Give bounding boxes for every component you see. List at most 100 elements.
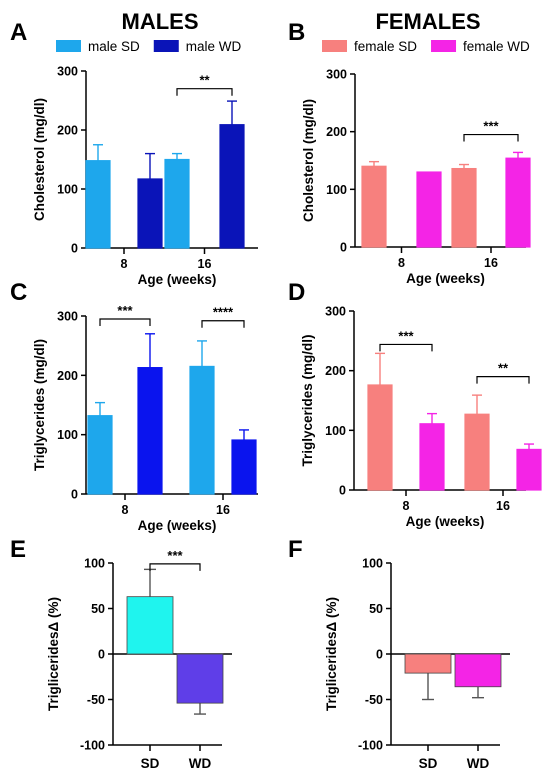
p5-y-tick-label: -100 bbox=[358, 739, 383, 753]
p0-y-axis-label: Cholesterol (mg/dl) bbox=[32, 98, 47, 221]
p2-y-axis-label: Triglycerides (mg/dl) bbox=[32, 339, 47, 471]
p0-sig-0-label: ** bbox=[199, 73, 210, 88]
p3-bar-0-0 bbox=[367, 384, 393, 491]
p0-x-tick-label: 8 bbox=[121, 257, 128, 271]
legend-a: male SD male WD bbox=[56, 39, 242, 54]
p1-bar-0-0 bbox=[361, 165, 387, 248]
panel-c-letter: C bbox=[10, 279, 27, 306]
p5-x-tick-label: WD bbox=[467, 756, 490, 771]
p4-y-axis-label: TrigliceridesΔ (%) bbox=[46, 597, 61, 711]
p1-bar-1-1 bbox=[505, 157, 531, 248]
p4-sig-0-label: *** bbox=[167, 548, 183, 563]
p0-y-tick-label: 100 bbox=[57, 183, 78, 197]
p1-sig-0-label: *** bbox=[483, 119, 499, 134]
legend-label-1-1: female WD bbox=[463, 39, 530, 54]
p3-y-tick-label: 100 bbox=[325, 424, 346, 438]
p2-x-tick-label: 8 bbox=[122, 503, 129, 517]
p2-y-tick-label: 100 bbox=[57, 428, 78, 442]
p1-bar-0-1 bbox=[451, 167, 477, 248]
legend-label-1-0: female SD bbox=[354, 39, 417, 54]
p1-y-tick-label: 0 bbox=[340, 241, 347, 255]
legend-label-0-1: male WD bbox=[186, 39, 242, 54]
p1-bar-1-0 bbox=[416, 171, 442, 248]
p0-bar-1-1 bbox=[219, 124, 245, 249]
panel-b-letter: B bbox=[288, 19, 305, 46]
p4-bar-0 bbox=[126, 596, 174, 655]
p3-x-axis-label: Age (weeks) bbox=[406, 514, 485, 529]
p1-sig-0-bracket bbox=[463, 133, 519, 142]
p1-y-axis-label: Cholesterol (mg/dl) bbox=[301, 99, 316, 222]
p3-bar-0-1 bbox=[464, 413, 490, 491]
p1-x-axis-label: Age (weeks) bbox=[406, 271, 485, 286]
p4-bar-1 bbox=[176, 653, 224, 704]
p5-y-tick-label: 0 bbox=[376, 648, 383, 662]
p2-x-tick-label: 16 bbox=[216, 503, 230, 517]
p4-x-tick-label: WD bbox=[189, 756, 212, 771]
p2-sig-0-label: *** bbox=[117, 303, 133, 318]
p5-y-tick-label: -50 bbox=[365, 693, 383, 707]
p3-bar-1-0 bbox=[419, 423, 445, 491]
p1-y-tick-label: 200 bbox=[326, 125, 347, 139]
p1-y-tick-label: 300 bbox=[326, 68, 347, 82]
p2-bar-1-1 bbox=[231, 439, 257, 495]
p2-x-axis-label: Age (weeks) bbox=[138, 518, 217, 533]
p2-sig-1-label: **** bbox=[213, 305, 234, 320]
p3-y-tick-label: 0 bbox=[339, 484, 346, 498]
p3-y-tick-label: 200 bbox=[325, 364, 346, 378]
p2-y-tick-label: 200 bbox=[57, 369, 78, 383]
females-heading: FEMALES bbox=[375, 9, 480, 34]
p2-sig-1-bracket bbox=[201, 320, 245, 328]
p4-y-tick-label: -100 bbox=[80, 739, 105, 753]
legend-swatch-0-1 bbox=[153, 40, 179, 52]
panel-a-letter: A bbox=[10, 19, 27, 46]
p0-x-axis-label: Age (weeks) bbox=[138, 272, 217, 287]
p0-y-tick-label: 300 bbox=[57, 65, 78, 79]
p2-y-tick-label: 300 bbox=[57, 310, 78, 324]
p1-y-tick-label: 100 bbox=[326, 183, 347, 197]
panel-d-letter: D bbox=[288, 279, 305, 306]
legend-label-0-0: male SD bbox=[88, 39, 140, 54]
p3-y-tick-label: 300 bbox=[325, 305, 346, 319]
p0-x-tick-label: 16 bbox=[198, 257, 212, 271]
p0-sig-0-bracket bbox=[176, 88, 233, 96]
p3-sig-0-label: *** bbox=[398, 328, 414, 343]
p4-y-tick-label: -50 bbox=[87, 693, 105, 707]
panel-e-letter: E bbox=[10, 536, 26, 563]
p3-x-tick-label: 8 bbox=[403, 499, 410, 513]
legend-b: female SD female WD bbox=[322, 39, 530, 54]
males-heading: MALES bbox=[122, 9, 199, 34]
legend-swatch-0-0 bbox=[56, 40, 81, 52]
p2-bar-1-0 bbox=[137, 367, 163, 495]
p2-y-tick-label: 0 bbox=[71, 488, 78, 502]
p3-bar-1-1 bbox=[516, 448, 542, 491]
p5-bar-1 bbox=[454, 653, 502, 688]
p4-y-tick-label: 100 bbox=[84, 557, 105, 571]
panel-f-letter: F bbox=[288, 536, 303, 563]
p5-y-axis-label: TrigliceridesΔ (%) bbox=[324, 597, 339, 711]
p0-bar-0-0 bbox=[85, 160, 111, 249]
p3-x-tick-label: 16 bbox=[496, 499, 510, 513]
p3-sig-1-bracket bbox=[476, 376, 530, 384]
p4-y-tick-label: 50 bbox=[91, 602, 105, 616]
p1-x-tick-label: 8 bbox=[398, 256, 405, 270]
p2-bar-0-1 bbox=[189, 365, 215, 495]
p1-x-tick-label: 16 bbox=[484, 256, 498, 270]
p5-y-tick-label: 100 bbox=[362, 557, 383, 571]
p3-sig-1-label: ** bbox=[498, 361, 509, 376]
p0-y-tick-label: 200 bbox=[57, 124, 78, 138]
p4-sig-0-bracket bbox=[149, 563, 201, 571]
p0-bar-1-0 bbox=[137, 178, 163, 249]
p3-sig-0-bracket bbox=[379, 343, 433, 352]
p2-sig-0-bracket bbox=[99, 318, 151, 326]
legend-swatch-1-1 bbox=[431, 40, 457, 52]
p5-y-tick-label: 50 bbox=[369, 602, 383, 616]
p3-y-axis-label: Triglycerides (mg/dl) bbox=[300, 334, 315, 466]
p5-x-tick-label: SD bbox=[419, 756, 438, 771]
p4-y-tick-label: 0 bbox=[98, 648, 105, 662]
p4-x-tick-label: SD bbox=[141, 756, 160, 771]
p2-bar-0-0 bbox=[87, 415, 113, 495]
p0-bar-0-1 bbox=[164, 158, 190, 249]
p5-bar-0 bbox=[404, 653, 452, 674]
legend-swatch-1-0 bbox=[322, 40, 347, 52]
